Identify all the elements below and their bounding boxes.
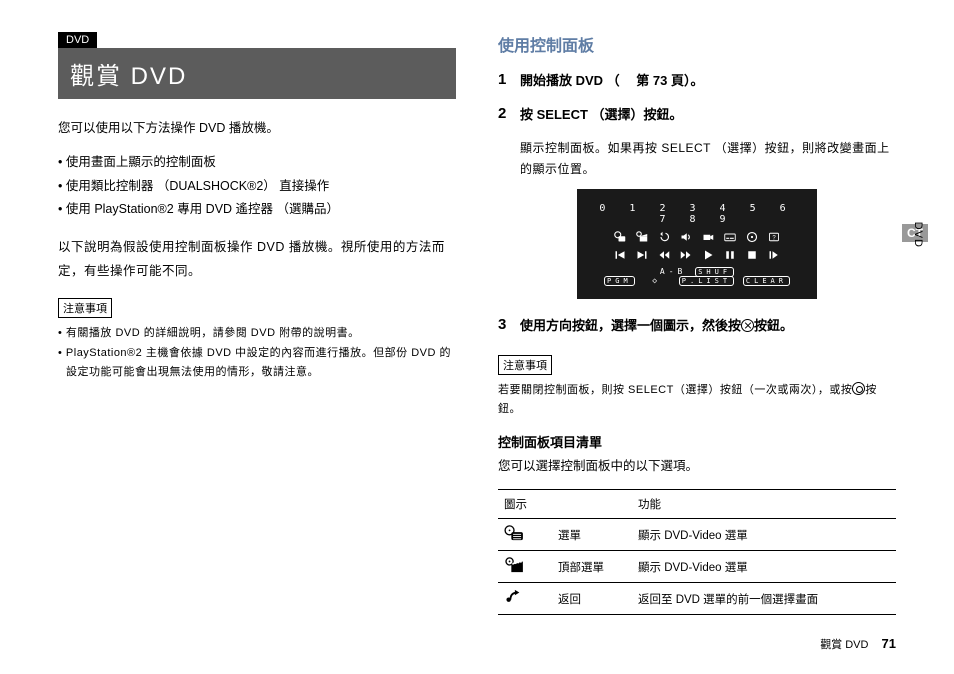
step-1: 1 開始播放 DVD （ 第 73 頁）。 — [498, 70, 896, 94]
panel-row-numbers: 0 1 2 3 4 5 6 7 8 9 — [593, 203, 801, 225]
angle-icon — [702, 231, 714, 243]
clapper-icon — [636, 231, 648, 243]
circle-button-icon — [852, 382, 865, 395]
page-number: 71 — [882, 636, 896, 651]
bullet-item: • 使用類比控制器 （DUALSHOCK®2） 直接操作 — [58, 175, 456, 199]
play-icon — [702, 249, 714, 261]
table-row: 返回 返回至 DVD 選單的前一個選擇畫面 — [498, 583, 896, 615]
panel-row-modes: A-B SHUF PGM ◇ P.LIST CLEAR — [593, 267, 801, 285]
rew-icon — [658, 249, 670, 261]
row-name: 頂部選單 — [552, 551, 632, 583]
subtitle-icon — [724, 231, 736, 243]
control-panel-image: 0 1 2 3 4 5 6 7 8 9 ? — [577, 189, 817, 299]
bullet-item: • 使用畫面上顯示的控制面板 — [58, 151, 456, 175]
panel-row-icons — [593, 249, 801, 261]
sub-description: 您可以選擇控制面板中的以下選項。 — [498, 455, 896, 479]
intro-bullets: • 使用畫面上顯示的控制面板 • 使用類比控制器 （DUALSHOCK®2） 直… — [58, 151, 456, 222]
notice-list: • 有關播放 DVD 的詳細說明，請參閱 DVD 附帶的說明書。 • PlayS… — [58, 324, 456, 382]
control-items-table: 圖示 功能 選單 顯示 DVD-Video 選單 頂部選單 — [498, 489, 896, 615]
note-paragraph: 以下說明為假設使用控制面板操作 DVD 播放機。視所使用的方法而定，有些操作可能… — [58, 236, 456, 284]
table-row: 選單 顯示 DVD-Video 選單 — [498, 519, 896, 551]
row-func: 顯示 DVD-Video 選單 — [632, 551, 896, 583]
intro-text: 您可以使用以下方法操作 DVD 播放機。 — [58, 117, 456, 141]
audio-icon — [680, 231, 692, 243]
stop-icon — [746, 249, 758, 261]
return-icon — [504, 589, 524, 605]
notice-label: 注意事項 — [498, 355, 552, 375]
step-text: 開始播放 DVD （ 第 73 頁）。 — [520, 70, 896, 92]
notice-text: 若要關閉控制面板，則按 SELECT（選擇）按鈕（一次或兩次），或按按鈕。 — [498, 381, 896, 418]
notice-label: 注意事項 — [58, 298, 112, 318]
table-row: 頂部選單 顯示 DVD-Video 選單 — [498, 551, 896, 583]
step-subtext: 顯示控制面板。如果再按 SELECT （選擇）按鈕，則將改變畫面上的顯示位置。 — [498, 138, 896, 179]
row-icon-cell — [498, 519, 552, 551]
disc-icon — [746, 231, 758, 243]
row-icon-cell — [498, 551, 552, 583]
section-heading: 使用控制面板 — [498, 32, 896, 56]
row-func: 返回至 DVD 選單的前一個選擇畫面 — [632, 583, 896, 615]
notice-item: • PlayStation®2 主機會依據 DVD 中設定的內容而進行播放。但部… — [58, 344, 456, 381]
disc-menu-icon — [504, 525, 524, 541]
step-3: 3 使用方向按鈕，選擇一個圖示，然後按按鈕。 — [498, 315, 896, 339]
left-column: DVD 觀賞 DVD 您可以使用以下方法操作 DVD 播放機。 • 使用畫面上顯… — [58, 32, 456, 650]
notice-item: • 有關播放 DVD 的詳細說明，請參閱 DVD 附帶的說明書。 — [58, 324, 456, 343]
side-label: DVD — [912, 222, 924, 248]
section-badge: DVD — [58, 32, 97, 48]
question-icon: ? — [768, 231, 780, 243]
clapper-icon — [504, 557, 524, 573]
step-text: 按 SELECT （選擇）按鈕。 — [520, 104, 896, 126]
step-number: 2 — [498, 104, 512, 128]
disc-menu-icon — [614, 231, 626, 243]
x-button-icon — [741, 319, 754, 332]
step-2: 2 按 SELECT （選擇）按鈕。 — [498, 104, 896, 128]
table-header: 圖示 — [498, 490, 632, 519]
step-number: 1 — [498, 70, 512, 94]
table-header: 功能 — [632, 490, 896, 519]
step-text: 使用方向按鈕，選擇一個圖示，然後按按鈕。 — [520, 315, 896, 337]
step-number: 3 — [498, 315, 512, 339]
row-name: 選單 — [552, 519, 632, 551]
pause-icon — [724, 249, 736, 261]
ffw-icon — [680, 249, 692, 261]
panel-row-icons: ? — [593, 231, 801, 243]
row-name: 返回 — [552, 583, 632, 615]
subheading: 控制面板項目清單 — [498, 432, 896, 451]
slow-icon — [768, 249, 780, 261]
footer-title: 觀賞 DVD — [820, 639, 868, 651]
right-column: 使用控制面板 1 開始播放 DVD （ 第 73 頁）。 2 按 SELECT … — [498, 32, 896, 650]
bullet-item: • 使用 PlayStation®2 專用 DVD 遙控器 （選購品） — [58, 198, 456, 222]
page-footer: 觀賞 DVD 71 — [820, 636, 896, 652]
page-title: 觀賞 DVD — [58, 48, 456, 99]
row-icon-cell — [498, 583, 552, 615]
row-func: 顯示 DVD-Video 選單 — [632, 519, 896, 551]
return-icon — [658, 231, 670, 243]
prev-icon — [614, 249, 626, 261]
next-icon — [636, 249, 648, 261]
